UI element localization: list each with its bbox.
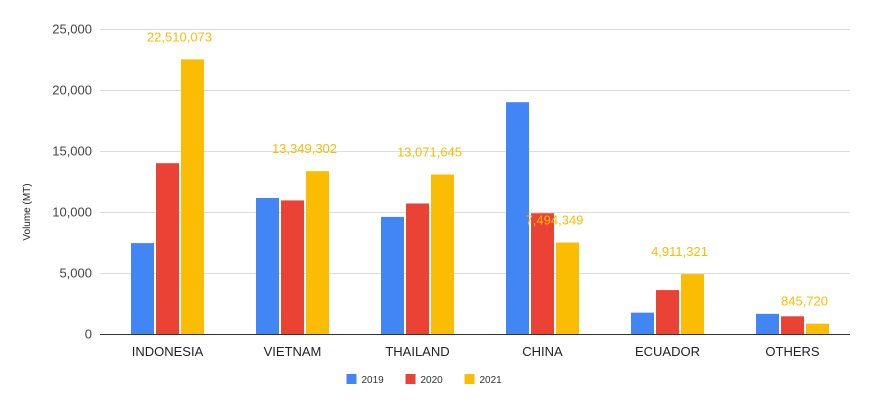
x-tick-label: ECUADOR bbox=[635, 344, 700, 359]
x-tick-label: VIETNAM bbox=[264, 344, 322, 359]
data-label: 22,510,073 bbox=[147, 29, 212, 44]
bar-2021-others bbox=[806, 323, 829, 334]
x-tick-label: OTHERS bbox=[765, 344, 820, 359]
bar-2021-china bbox=[556, 242, 579, 334]
data-label: 13,071,645 bbox=[397, 145, 462, 160]
bar-2020-ecuador bbox=[656, 290, 679, 334]
y-tick-label: 0 bbox=[85, 327, 92, 342]
y-tick-label: 15,000 bbox=[52, 144, 92, 159]
data-label: 845,720 bbox=[781, 294, 828, 309]
legend: 2019 2020 2021 bbox=[346, 374, 503, 386]
bar-2019-china bbox=[506, 102, 529, 334]
bar-2021-vietnam bbox=[306, 171, 329, 334]
y-axis-label: Volume (MT) bbox=[22, 183, 33, 240]
bar-2020-china bbox=[531, 213, 554, 334]
x-tick-labels: INDONESIA VIETNAM THAILAND CHINA ECUADOR OTHE… bbox=[132, 344, 820, 359]
legend-label: 2019 bbox=[362, 375, 385, 386]
bar-2019-ecuador bbox=[631, 312, 654, 334]
data-label: 13,349,302 bbox=[272, 141, 337, 156]
legend-swatch-2019 bbox=[346, 374, 357, 384]
y-tick-label: 25,000 bbox=[52, 22, 92, 37]
x-tick-label: INDONESIA bbox=[132, 344, 204, 359]
data-labels: 22,510,073 13,349,302 13,071,645 7,494,349 4… bbox=[147, 29, 828, 308]
y-tick-label: 20,000 bbox=[52, 83, 92, 98]
bar-2020-vietnam bbox=[281, 200, 304, 334]
y-tick-label: 10,000 bbox=[52, 205, 92, 220]
x-tick-label: THAILAND bbox=[385, 344, 449, 359]
legend-swatch-2020 bbox=[405, 374, 416, 384]
bar-2020-others bbox=[781, 316, 804, 334]
bar-2019-indonesia bbox=[131, 243, 154, 334]
data-label: 4,911,321 bbox=[651, 244, 708, 259]
legend-label: 2021 bbox=[480, 375, 503, 386]
y-tick-labels: 0 5,000 10,000 15,000 20,000 25,000 bbox=[52, 22, 92, 342]
gridlines bbox=[100, 29, 850, 274]
legend-label: 2020 bbox=[421, 375, 444, 386]
x-tick-label: CHINA bbox=[522, 344, 563, 359]
bars bbox=[131, 59, 829, 335]
data-label: 7,494,349 bbox=[526, 213, 584, 228]
bar-2020-thailand bbox=[406, 203, 429, 334]
bar-2021-ecuador bbox=[681, 274, 704, 334]
bar-2019-others bbox=[756, 313, 779, 334]
bar-2021-thailand bbox=[431, 174, 454, 334]
bar-2021-indonesia bbox=[181, 59, 204, 335]
bar-2019-thailand bbox=[381, 216, 404, 334]
legend-swatch-2021 bbox=[464, 374, 475, 384]
bar-2019-vietnam bbox=[256, 197, 279, 334]
y-tick-label: 5,000 bbox=[59, 266, 92, 281]
bar-2020-indonesia bbox=[156, 163, 179, 334]
